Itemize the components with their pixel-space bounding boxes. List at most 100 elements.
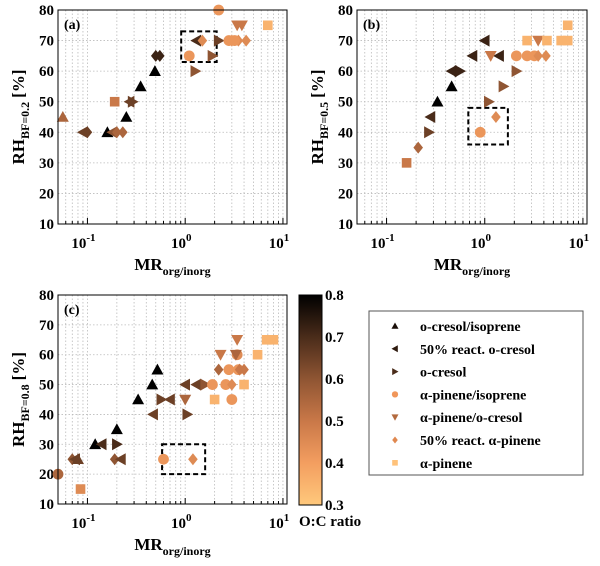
y-label-sub: BF=0.5 [317,102,331,139]
data-point-diamond [197,34,208,47]
data-point-diamond [82,126,93,139]
data-point-triangle-right [455,65,467,78]
y-tick-label: 10 [338,217,353,233]
y-label-unit: [%] [308,70,327,98]
data-point-triangle-up [132,393,145,405]
data-point-diamond [213,363,224,376]
colorbar-tick-label: 0.7 [325,330,344,346]
data-point-diamond [188,453,198,466]
y-axis-label: RHBF=0.2 [%] [9,70,32,165]
colorbar: 0.3 0.4 0.5 0.6 0.7 0.8 O:C ratio [298,288,361,530]
diamond-icon [392,436,398,444]
data-point-triangle-up [148,65,161,76]
x-label-sub: org/inorg [163,264,211,278]
triangle-right-icon [392,368,399,376]
data-point-diamond [541,49,551,62]
data-point-triangle-right [511,65,523,78]
y-tick-label: 50 [39,378,54,394]
data-point-triangle-left [478,34,490,47]
legend-label: α-pinene/o-cresol [420,411,523,426]
data-point-triangle-down [235,20,248,32]
y-tick-label: 10 [39,497,54,513]
data-point-diamond [413,141,423,154]
data-point-triangle-left [493,49,504,62]
panel-label: (b) [363,18,380,33]
x-tick-base: 10 [269,516,284,532]
data-point-square [109,96,120,107]
data-point-circle [510,50,522,62]
data-point-square [263,20,273,31]
colorbar-tick-label: 0.3 [325,498,344,514]
x-tick-label: 10-1 [71,512,95,532]
x-axis-label: MRorg/inorg [134,255,210,278]
y-tick-label: 40 [39,407,54,423]
data-point-triangle-left [179,378,190,391]
data-point-triangle-up [120,111,133,122]
data-point-triangle-right [200,378,212,391]
legend-label: α-pinene/isoprene [420,388,526,403]
panel-label: (a) [64,18,81,33]
x-tick-base: 10 [171,516,186,532]
data-point-triangle-up [445,80,458,92]
data-point-diamond [450,65,460,78]
x-tick-label: 101 [269,512,290,532]
axes-frame [356,9,588,225]
y-label-unit: [%] [9,352,28,380]
colorbar-label: O:C ratio [299,514,361,530]
triangle-left-icon [391,345,398,353]
y-axis-label: RHBF=0.5 [%] [308,70,331,165]
data-point-triangle-up [146,378,159,390]
data-point-triangle-right [190,65,202,78]
legend-item: α-pinene [392,457,472,472]
data-point-triangle-right [207,49,219,62]
x-tick-base: 10 [71,516,86,532]
y-label-sub: BF=0.2 [18,102,32,139]
x-tick-label: 100 [470,232,491,252]
data-point-square [252,349,263,360]
x-axis-label: MRorg/inorg [434,255,510,278]
y-label-main: RH [9,422,28,448]
colorbar-tick-label: 0.4 [325,456,344,472]
y-tick-label: 20 [39,467,54,483]
circle-icon [391,391,399,398]
legend-label: 50% react. o-cresol [420,343,535,358]
x-tick-base: 10 [171,236,186,252]
data-point-triangle-left [190,34,202,47]
y-tick-label: 60 [338,64,353,80]
data-point-diamond [491,111,501,123]
data-point-triangle-down [229,349,242,361]
data-point-circle [223,364,235,376]
x-tick-exponent: 1 [284,232,290,244]
data-point-square [562,20,573,31]
data-point-circle [474,126,486,138]
data-point-triangle-right [127,95,139,108]
x-tick-exponent: 0 [186,512,192,524]
data-point-triangle-right [424,126,435,139]
colorbar-tick-label: 0.5 [325,414,344,430]
data-point-diamond [227,378,237,391]
data-point-triangle-right [213,34,225,47]
colorbar-tick-label: 0.8 [325,288,344,304]
x-tick-exponent: -1 [86,232,95,244]
y-tick-label: 60 [39,348,54,364]
x-tick-label: 10-1 [370,232,394,252]
axes-frame [57,294,288,505]
data-point-triangle-up [56,111,69,122]
x-tick-label: 10-1 [71,232,95,252]
x-axis-label: MRorg/inorg [134,535,210,558]
data-point-triangle-left [424,111,436,123]
square-icon [392,460,398,466]
legend-item: o-cresol/isoprene [391,320,521,335]
data-point-square [209,394,220,405]
x-tick-label: 101 [269,232,290,252]
data-point-circle [158,453,169,465]
y-axis-label: RHBF=0.8 [%] [9,352,32,447]
data-point-diamond [155,49,165,62]
legend-item: 50% react. α-pinene [392,434,541,449]
data-point-circle [226,394,238,405]
data-point-diamond [109,453,120,466]
x-tick-exponent: -1 [86,512,95,524]
